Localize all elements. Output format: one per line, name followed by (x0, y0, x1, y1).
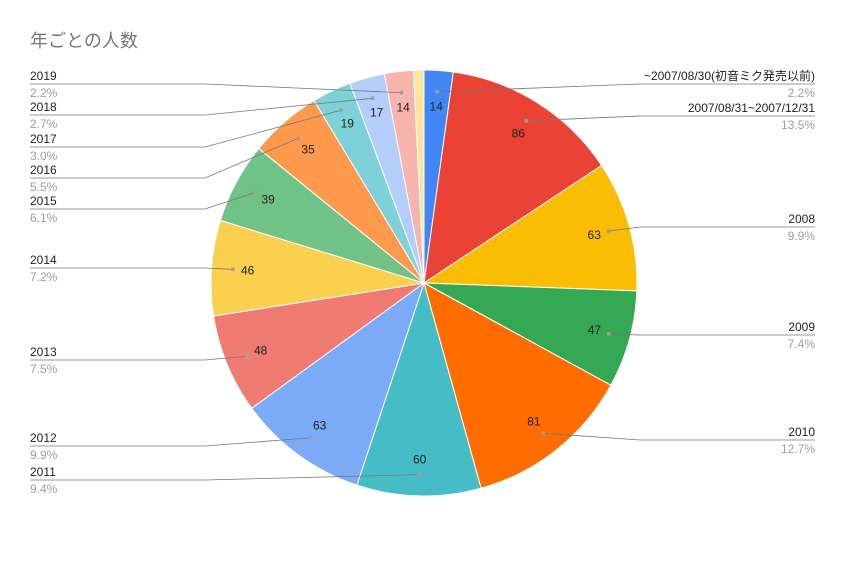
leader-line (30, 97, 373, 116)
legend-label: ~2007/08/30(初音ミク発売以前) (644, 68, 815, 83)
percent-label: 2.7% (30, 117, 58, 131)
value-label: 14 (430, 100, 444, 114)
percent-label: 13.5% (781, 118, 815, 132)
leader-line (30, 355, 247, 361)
leader-dot (606, 229, 611, 234)
leader-dot (230, 267, 235, 272)
percent-label: 6.1% (30, 211, 58, 225)
percent-label: 2.2% (30, 86, 58, 100)
value-label: 47 (588, 323, 602, 337)
percent-label: 9.9% (30, 448, 58, 462)
percent-label: 2.2% (788, 86, 816, 100)
legend-label: 2017 (30, 132, 57, 146)
leader-line (608, 226, 815, 232)
leader-dot (244, 354, 249, 359)
pie-slice (251, 281, 425, 486)
leader-dot (338, 108, 343, 113)
chart-title: 年ごとの人数 (30, 31, 138, 51)
pie-slice (356, 281, 482, 497)
value-label: 35 (301, 143, 315, 157)
pie-slice (423, 71, 603, 285)
legend-label: 2007/08/31~2007/12/31 (688, 101, 815, 115)
legend-label: 2008 (788, 212, 815, 226)
leader-line (30, 267, 233, 270)
value-label: 86 (512, 126, 526, 140)
value-label: 63 (313, 419, 327, 433)
leader-dot (296, 136, 301, 141)
leader-line (30, 474, 420, 481)
value-label: 46 (241, 263, 255, 277)
legend-label: 2016 (30, 163, 57, 177)
value-label: 19 (341, 117, 355, 131)
leader-dot (541, 431, 546, 436)
leader-dot (252, 190, 257, 195)
percent-label: 7.4% (788, 337, 816, 351)
leader-dot (435, 89, 440, 94)
legend-label: 2013 (30, 345, 57, 359)
leader-line (30, 192, 256, 210)
legend-label: 2015 (30, 194, 57, 208)
percent-label: 9.9% (788, 229, 816, 243)
value-label: 60 (413, 453, 427, 467)
legend-label: 2014 (30, 253, 57, 267)
legend-label: 2012 (30, 431, 57, 445)
value-label: 48 (254, 344, 268, 358)
percent-label: 5.5% (30, 180, 58, 194)
value-label: 14 (396, 100, 410, 114)
leader-dot (524, 118, 529, 123)
legend-label: 2011 (30, 465, 56, 479)
leader-dot (417, 472, 422, 477)
value-label: 63 (588, 228, 602, 242)
leader-line (30, 437, 311, 447)
leader-dot (399, 90, 404, 95)
leader-line (30, 83, 402, 94)
percent-label: 7.2% (30, 270, 58, 284)
legend-label: 2019 (30, 69, 57, 83)
pie-slice (423, 282, 638, 386)
legend-label: 2010 (788, 425, 815, 439)
percent-label: 3.0% (30, 149, 58, 163)
leader-dot (308, 435, 313, 440)
leader-line (608, 333, 815, 336)
value-label: 81 (527, 414, 541, 428)
pie-slice (423, 281, 612, 489)
pie-slice (412, 69, 425, 284)
leader-dot (606, 331, 611, 336)
legend-label: 2009 (788, 320, 815, 334)
pie-slice (212, 282, 425, 409)
leader-line (30, 109, 341, 148)
leader-line (543, 432, 815, 441)
percent-label: 12.7% (781, 442, 815, 456)
leader-line (30, 137, 299, 179)
percent-label: 7.5% (30, 362, 58, 376)
leader-line (526, 115, 815, 122)
legend-label: 2018 (30, 100, 57, 114)
value-label: 39 (261, 193, 275, 207)
value-label: 17 (370, 106, 384, 120)
leader-line (437, 83, 815, 93)
percent-label: 9.4% (30, 482, 58, 496)
pie-slice (422, 164, 638, 292)
leader-dot (370, 96, 375, 101)
